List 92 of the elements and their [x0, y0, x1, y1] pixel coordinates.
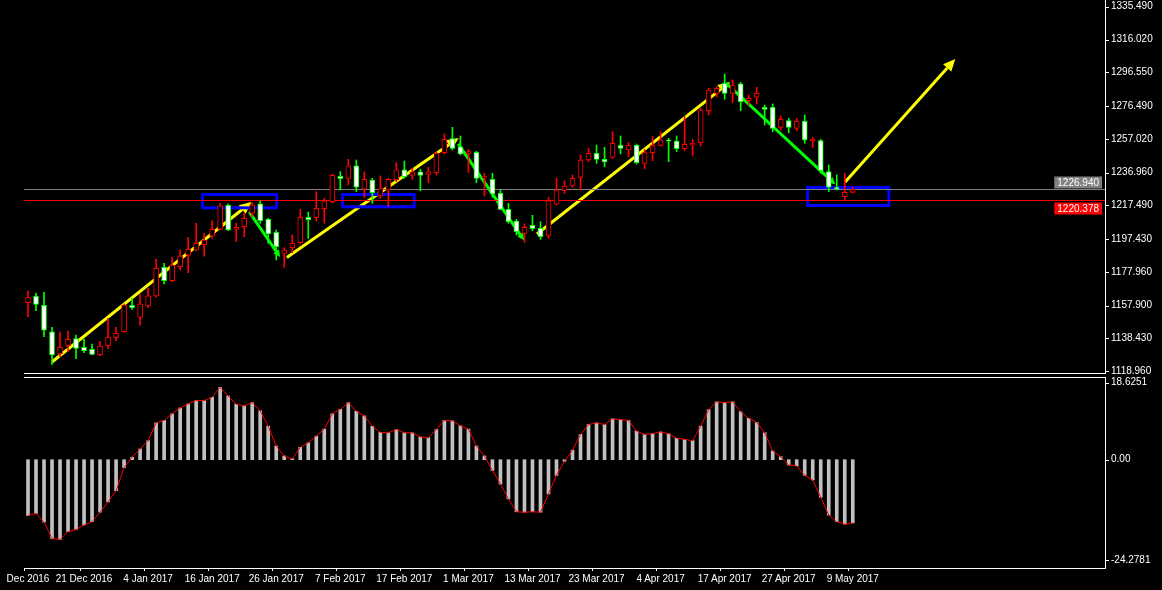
bar — [170, 413, 174, 461]
x-tick-label: 27 Apr 2017 — [761, 572, 817, 584]
bar — [26, 459, 30, 516]
candlestick — [761, 104, 768, 126]
x-tick-label: 23 Mar 2017 — [568, 572, 626, 584]
y-tick-label: 1316.020 — [1111, 33, 1154, 45]
y-tick-label: 1157.900 — [1111, 299, 1153, 311]
bar — [322, 428, 327, 461]
candlestick — [337, 171, 344, 191]
bar — [346, 402, 351, 461]
y-tick-label: 1138.430 — [1111, 332, 1153, 344]
bar — [770, 450, 775, 461]
bar — [306, 442, 311, 461]
y-tick-label: 1118.960 — [1111, 364, 1152, 376]
bar — [330, 413, 335, 461]
y-tick-label: 1197.430 — [1111, 232, 1153, 244]
y-tick-label: 1335.490 — [1111, 0, 1154, 12]
bar — [298, 446, 303, 461]
ref-line-label: 1220.378 — [1057, 202, 1100, 214]
candlestick — [305, 211, 312, 239]
bar — [194, 400, 198, 461]
bar — [818, 459, 823, 498]
bar — [162, 420, 166, 461]
bar — [58, 459, 62, 540]
bar — [218, 387, 223, 461]
x-tick-label: 13 Mar 2017 — [504, 572, 561, 584]
bar — [106, 459, 110, 503]
bar — [234, 403, 239, 461]
bar — [98, 459, 102, 513]
bar — [754, 422, 759, 461]
candlestick — [201, 233, 207, 257]
x-tick-label: 26 Jan 2017 — [248, 572, 305, 584]
y-tick-label: 18.6251 — [1111, 376, 1148, 388]
bar — [762, 432, 767, 461]
x-tick-label: 17 Apr 2017 — [697, 572, 753, 584]
x-tick-label: 4 Jan 2017 — [123, 572, 174, 584]
bar — [826, 459, 831, 516]
y-tick-label: 1257.020 — [1111, 132, 1154, 144]
bar — [114, 459, 118, 492]
bar — [338, 408, 343, 461]
y-tick-label: 1217.490 — [1111, 199, 1154, 211]
x-tick-label: 1 Mar 2017 — [443, 572, 495, 584]
y-tick-label: 1236.960 — [1111, 166, 1154, 178]
bar — [314, 435, 319, 461]
y-tick-label: -24.2781 — [1111, 553, 1151, 565]
x-tick-label: 17 Feb 2017 — [376, 572, 433, 584]
y-tick-label: 0.00 — [1111, 453, 1131, 465]
bar — [74, 459, 78, 530]
y-tick-label: 1177.960 — [1111, 265, 1153, 277]
bar — [66, 459, 70, 532]
bar — [138, 448, 142, 461]
bar — [810, 459, 815, 481]
bar — [90, 459, 94, 523]
candlestick — [281, 247, 288, 268]
candlestick — [129, 297, 135, 310]
bar — [794, 459, 799, 467]
x-tick-label: 16 Jan 2017 — [184, 572, 241, 584]
x-tick-label: 21 Dec 2016 — [55, 572, 113, 584]
x-tick-label: Dec 2016 — [6, 572, 50, 584]
bar — [850, 459, 855, 524]
bar — [226, 395, 231, 461]
bar — [82, 459, 86, 526]
bar — [842, 459, 847, 525]
candlestick — [25, 290, 31, 317]
y-tick-label: 1276.490 — [1111, 99, 1154, 111]
bar — [250, 402, 255, 461]
bar — [362, 415, 367, 461]
bar — [154, 422, 158, 461]
bar — [354, 410, 359, 461]
bar — [146, 440, 150, 461]
x-tick-label: 9 May 2017 — [826, 572, 880, 584]
bar — [242, 405, 247, 461]
bar — [34, 459, 38, 514]
candlestick — [233, 222, 240, 242]
ref-line-label: 1226.940 — [1057, 176, 1100, 188]
bar — [370, 425, 375, 461]
bar — [210, 396, 214, 461]
bar — [266, 425, 271, 461]
bar — [834, 459, 839, 523]
bar — [746, 418, 751, 461]
bar — [274, 445, 279, 461]
bar — [258, 410, 263, 461]
bar — [42, 459, 46, 523]
x-tick-label: 4 Apr 2017 — [636, 572, 686, 584]
bar — [50, 459, 54, 539]
bar — [802, 459, 807, 476]
y-tick-label: 1296.550 — [1111, 66, 1154, 78]
candlestick — [185, 237, 191, 274]
bar — [178, 407, 182, 461]
bar — [186, 403, 190, 461]
bar — [202, 400, 206, 461]
x-tick-label: 7 Feb 2017 — [314, 572, 367, 584]
